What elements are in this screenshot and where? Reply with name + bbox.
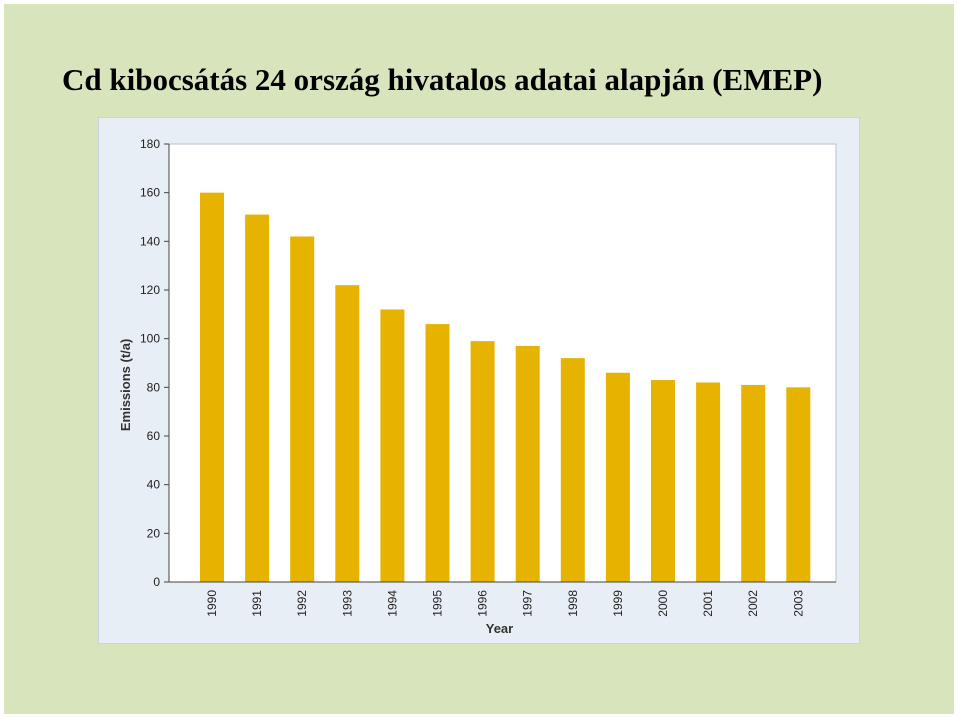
bar-2001 bbox=[696, 382, 721, 582]
bar-1996 bbox=[470, 341, 495, 582]
bar-1990 bbox=[200, 192, 224, 582]
x-tick-label: 2000 bbox=[656, 590, 670, 617]
x-tick-label: 1996 bbox=[476, 590, 490, 617]
bar-1991 bbox=[245, 214, 270, 583]
x-tick-label: 1999 bbox=[611, 590, 625, 617]
x-tick-label: 2002 bbox=[746, 590, 760, 617]
slide-title: Cd kibocsátás 24 ország hivatalos adatai… bbox=[62, 62, 823, 97]
x-tick-label: 2001 bbox=[701, 590, 715, 617]
plot-area bbox=[168, 143, 837, 583]
bar-1998 bbox=[560, 358, 585, 582]
bar-1992 bbox=[290, 236, 315, 582]
x-tick-label: 2003 bbox=[791, 590, 805, 617]
x-tick-label: 1990 bbox=[205, 590, 219, 617]
x-tick-label: 1994 bbox=[385, 590, 399, 617]
axes bbox=[164, 143, 836, 583]
bar-1999 bbox=[605, 372, 630, 582]
y-tick-label: 120 bbox=[140, 283, 160, 297]
bars bbox=[200, 192, 811, 583]
x-tick-label: 1992 bbox=[295, 590, 309, 617]
y-tick-label: 20 bbox=[147, 526, 161, 540]
bar-1993 bbox=[335, 285, 360, 582]
x-tick-label: 1995 bbox=[431, 590, 445, 617]
y-tick-label: 180 bbox=[140, 137, 160, 151]
x-tick-label: 1993 bbox=[340, 590, 354, 617]
y-tick-label: 140 bbox=[140, 234, 160, 248]
x-tick-label: 1997 bbox=[521, 590, 535, 617]
y-tick-label: 160 bbox=[140, 186, 160, 200]
y-tick-label: 0 bbox=[153, 575, 160, 589]
y-tick-label: 80 bbox=[147, 380, 161, 394]
x-tick-label: 1991 bbox=[250, 590, 264, 617]
bar-2003 bbox=[786, 387, 811, 582]
bar-1995 bbox=[425, 324, 450, 582]
x-tick-label: 1998 bbox=[566, 590, 580, 617]
bar-2000 bbox=[651, 380, 675, 582]
y-tick-label: 60 bbox=[147, 429, 161, 443]
bar-1997 bbox=[515, 345, 540, 582]
chart-panel: 0 20 40 60 80 100 120 140 160 180 1990 1991 1992 199… bbox=[98, 117, 860, 644]
y-axis-title: Emissions (t/a) bbox=[118, 339, 133, 431]
y-tick-labels: 0 20 40 60 80 100 120 140 160 180 bbox=[140, 137, 160, 589]
bar-2002 bbox=[741, 384, 766, 582]
y-tick-label: 40 bbox=[147, 478, 161, 492]
x-tick-labels: 1990 1991 1992 1993 1994 1995 1996 1997 1998 1999… bbox=[205, 590, 805, 617]
bar-1994 bbox=[380, 309, 405, 582]
y-tick-label: 100 bbox=[140, 332, 160, 346]
x-axis-title: Year bbox=[486, 621, 513, 636]
